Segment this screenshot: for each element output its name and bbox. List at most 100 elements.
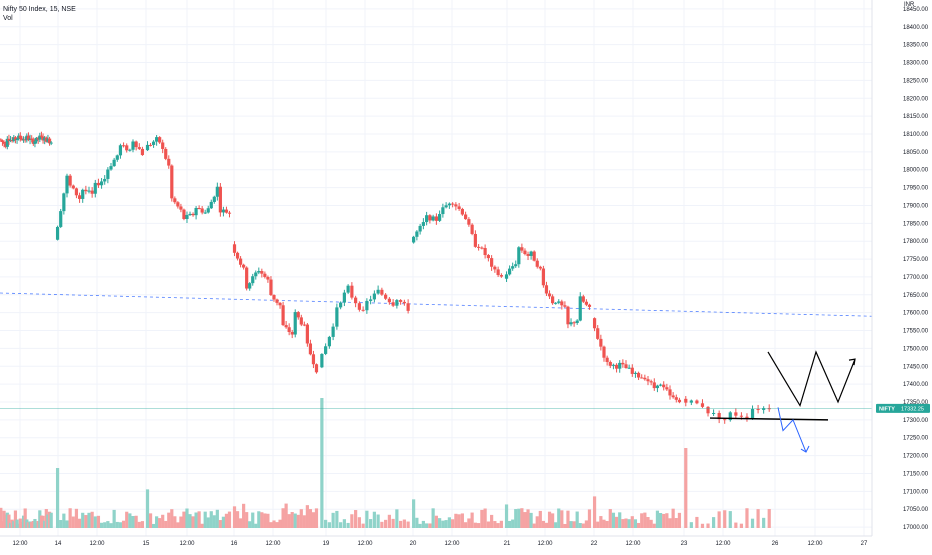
- volume-bar: [467, 518, 471, 528]
- volume-bar: [18, 518, 22, 528]
- candle-body: [179, 206, 183, 210]
- dashed-trendline[interactable]: [0, 292, 873, 317]
- volume-bar: [767, 509, 771, 528]
- volume-bar: [31, 520, 35, 528]
- candle-body: [221, 209, 226, 213]
- volume-bar: [0, 507, 3, 528]
- candle-body: [38, 135, 42, 140]
- candle-body: [575, 320, 579, 323]
- volume-bar: [4, 514, 8, 528]
- support-line[interactable]: [709, 417, 829, 421]
- symbol-title[interactable]: Nifty 50 Index, 15, NSE: [3, 6, 76, 13]
- volume-bar: [44, 509, 48, 528]
- y-tick-label: 18450.00: [903, 7, 929, 13]
- candle-body: [649, 381, 653, 383]
- volume-bar: [646, 517, 650, 528]
- volume-bar: [517, 508, 521, 528]
- volume-bar: [734, 522, 738, 528]
- volume-bar: [739, 523, 744, 528]
- volume-bar: [81, 512, 85, 528]
- volume-bar: [486, 521, 490, 528]
- x-tick-label: 19: [323, 541, 330, 547]
- volume-bar: [538, 510, 542, 528]
- candle-body: [464, 214, 468, 220]
- volume-bar: [155, 516, 159, 528]
- candle-body: [514, 264, 518, 267]
- y-tick-label: 17800.00: [903, 239, 929, 245]
- candle-body: [96, 182, 101, 186]
- candle-body: [596, 328, 600, 339]
- candle-body: [532, 251, 536, 261]
- candle-body: [224, 209, 229, 213]
- candle-body: [308, 343, 313, 355]
- candle-body: [529, 251, 533, 256]
- candle-body: [520, 247, 524, 251]
- volume-bar: [293, 513, 297, 528]
- chart-legend: Nifty 50 Index, 15, NSE Vol: [3, 5, 76, 23]
- volume-bar: [34, 523, 39, 528]
- volume-bar: [460, 513, 464, 528]
- candle-body: [103, 178, 107, 182]
- volume-bar: [74, 508, 79, 528]
- y-tick-label: 18100.00: [903, 132, 929, 138]
- volume-bar: [112, 509, 116, 528]
- volume-bar: [46, 514, 50, 528]
- projection-up-path[interactable]: [767, 350, 856, 408]
- candle-body: [215, 186, 219, 197]
- volume-bar: [12, 521, 16, 528]
- volume-bar: [547, 511, 552, 528]
- price-tag[interactable]: [876, 403, 930, 413]
- volume-bar: [457, 514, 461, 528]
- candle-body: [311, 354, 316, 365]
- volume-bar: [563, 523, 567, 528]
- volume-bar: [137, 521, 141, 528]
- volume-bar: [145, 489, 150, 528]
- candle-body: [115, 155, 119, 160]
- candle-body: [425, 215, 429, 223]
- candle-body: [415, 231, 419, 237]
- volume-bar: [21, 515, 26, 528]
- candle-body: [134, 141, 138, 148]
- volume-bar: [557, 508, 561, 528]
- volume-bar: [596, 521, 600, 528]
- volume-bar: [260, 512, 264, 528]
- projection-down-path[interactable]: [777, 407, 807, 453]
- volume-bar: [365, 510, 369, 528]
- candle-body: [592, 318, 597, 329]
- candle-body: [36, 137, 40, 140]
- candle-body: [444, 205, 448, 208]
- volume-bar: [391, 518, 395, 528]
- candle-body: [602, 346, 606, 358]
- candle-body: [140, 148, 145, 156]
- candle-body: [551, 296, 555, 304]
- volume-bar: [84, 515, 88, 528]
- volume-bar: [121, 520, 126, 528]
- candle-body: [0, 139, 3, 141]
- candle-body: [662, 384, 666, 388]
- candle-body: [646, 379, 650, 382]
- volume-bar: [361, 523, 365, 528]
- y-tick-label: 17950.00: [903, 186, 929, 192]
- candle-body: [541, 268, 545, 286]
- volume-bar: [668, 518, 672, 528]
- projection-up-arrowhead: [848, 358, 856, 366]
- volume-bar: [212, 515, 216, 528]
- volume-bar: [185, 508, 189, 528]
- volume-bar: [47, 511, 52, 528]
- volume-bar: [384, 519, 388, 528]
- y-tick-label: 17700.00: [903, 275, 929, 281]
- y-tick-label: 18350.00: [903, 43, 929, 49]
- volume-bar: [624, 518, 628, 528]
- volume-bar: [399, 520, 403, 528]
- volume-bar: [296, 514, 300, 528]
- y-tick-label: 17000.00: [903, 525, 929, 531]
- volume-bar: [587, 509, 592, 528]
- candle-body: [750, 409, 755, 419]
- volume-bar: [369, 519, 373, 528]
- volume-bar: [320, 398, 324, 528]
- candle-body: [581, 296, 585, 302]
- volume-label: Vol: [3, 15, 13, 22]
- x-tick-label: 22: [591, 541, 598, 547]
